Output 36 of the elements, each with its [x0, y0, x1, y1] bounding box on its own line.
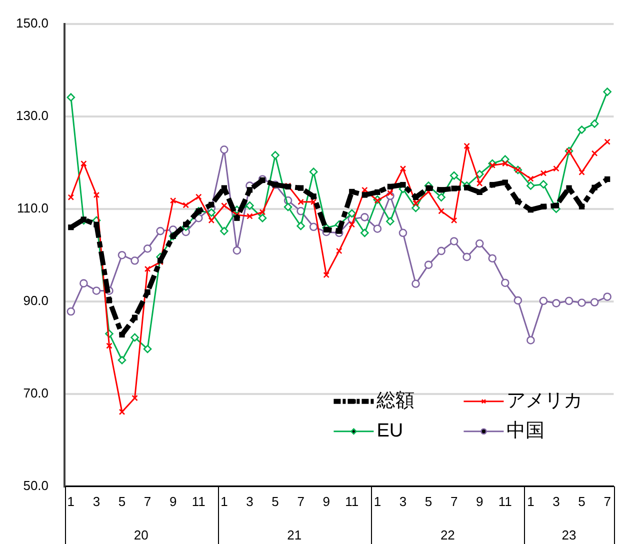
- x-tick-label: 5: [424, 494, 432, 509]
- y-tick-label: 110.0: [16, 200, 49, 216]
- text: 22: [440, 528, 455, 543]
- legend-label: アメリカ: [506, 390, 583, 412]
- y-tick-label: 130.0: [16, 108, 49, 123]
- x-tick-label: 7: [144, 494, 152, 509]
- x-tick-label: 7: [604, 494, 611, 509]
- legend-label: EU: [376, 420, 404, 442]
- x-tick-label: 9: [476, 494, 484, 509]
- x-tick-label: 5: [118, 494, 126, 509]
- x-tick-label: 9: [169, 494, 177, 509]
- x-tick-label: 1: [67, 494, 75, 509]
- x-tick-label: 1: [527, 494, 534, 509]
- y-tick-label: 150.0: [16, 15, 49, 30]
- y-tick-label: 70.0: [23, 385, 49, 400]
- x-tick-label: 3: [246, 494, 254, 509]
- x-tick-label: 3: [552, 494, 560, 509]
- x-tick-label: 3: [399, 494, 407, 509]
- text: 23: [562, 528, 576, 543]
- x-tick-label: 11: [498, 494, 512, 509]
- x-tick-label: 5: [578, 494, 586, 509]
- y-tick-label: 50.0: [23, 478, 49, 493]
- x-tick-label: 5: [272, 494, 279, 509]
- x-tick-label: 11: [345, 494, 359, 509]
- x-tick-label: 9: [322, 494, 330, 509]
- x-tick-label: 11: [192, 494, 206, 509]
- x-tick-label: 3: [92, 494, 100, 509]
- x-tick-label: 7: [297, 494, 304, 509]
- x-tick-label: 7: [450, 494, 458, 509]
- text: 21: [287, 528, 302, 543]
- legend-label: 総額: [376, 390, 415, 412]
- y-tick-label: 90.0: [23, 292, 49, 308]
- x-tick-label: 1: [374, 494, 382, 509]
- x-tick-label: 1: [220, 494, 228, 509]
- legend-label: 中国: [506, 420, 545, 442]
- text: 20: [134, 528, 148, 543]
